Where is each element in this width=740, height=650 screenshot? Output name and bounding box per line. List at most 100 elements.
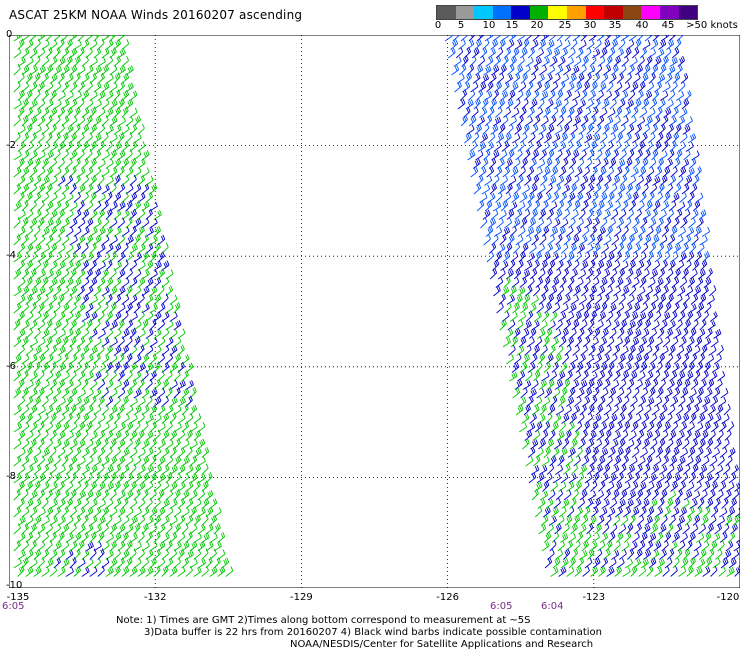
wind-barb <box>634 354 643 365</box>
note-line-3: NOAA/NESDIS/Center for Satellite Applica… <box>290 639 594 650</box>
wind-barb <box>145 277 154 288</box>
wind-barb <box>205 489 214 501</box>
wind-barb <box>565 141 574 152</box>
wind-barb <box>564 115 573 127</box>
wind-barb <box>113 72 121 84</box>
wind-barb <box>589 310 598 322</box>
wind-barb <box>595 490 605 501</box>
wind-barb <box>524 35 533 42</box>
wind-barb <box>601 413 610 424</box>
wind-barb <box>601 183 609 195</box>
wind-barb <box>21 557 29 569</box>
wind-barb <box>93 371 102 382</box>
wind-barb <box>17 430 26 441</box>
wind-barb <box>645 310 654 322</box>
wind-barb <box>548 35 557 42</box>
wind-barb <box>656 74 666 84</box>
wind-barb <box>589 455 598 467</box>
wind-barb <box>562 523 570 535</box>
wind-barb <box>727 531 736 543</box>
wind-barb <box>614 566 623 577</box>
wind-barb <box>615 132 624 144</box>
wind-barb <box>600 158 609 169</box>
wind-barb <box>488 242 497 254</box>
wind-barb <box>570 523 578 535</box>
wind-barb <box>609 498 618 509</box>
wind-barb <box>592 386 600 399</box>
wind-barb <box>557 226 566 237</box>
wind-barb <box>531 488 539 501</box>
wind-barb <box>525 456 534 467</box>
wind-barb <box>508 35 517 42</box>
wind-barb <box>559 447 568 458</box>
wind-barb <box>29 115 38 127</box>
wind-barb <box>690 523 699 535</box>
wind-barb <box>573 311 582 322</box>
wind-barb <box>217 566 226 577</box>
wind-barb <box>553 99 562 110</box>
wind-barb <box>574 421 583 433</box>
wind-barb <box>619 549 627 560</box>
wind-barb <box>646 336 655 348</box>
wind-barb <box>537 352 546 365</box>
wind-barb <box>109 455 118 467</box>
wind-barb <box>695 533 705 543</box>
wind-barb <box>702 566 711 577</box>
wind-barb <box>616 558 625 569</box>
wind-barb <box>97 447 106 458</box>
wind-barb <box>53 489 61 501</box>
wind-barb <box>528 72 537 84</box>
wind-barb <box>109 523 118 535</box>
wind-barb <box>578 354 586 365</box>
wind-barb <box>129 430 138 441</box>
wind-barb <box>596 35 605 42</box>
wind-barb <box>703 361 711 373</box>
wind-barb <box>25 72 33 84</box>
wind-barb <box>89 361 97 373</box>
wind-barb <box>73 106 81 118</box>
wind-barb <box>574 336 583 348</box>
wind-barb <box>499 149 508 161</box>
wind-barb <box>554 523 562 535</box>
wind-barb <box>482 38 490 50</box>
wind-barb <box>472 73 481 84</box>
wind-barb <box>37 200 45 212</box>
wind-barb <box>504 217 513 229</box>
wind-barb <box>609 98 617 110</box>
wind-barb <box>659 464 668 475</box>
wind-barb <box>556 175 565 186</box>
wind-barb <box>549 226 559 237</box>
wind-barb <box>149 353 158 365</box>
wind-barb <box>671 107 679 118</box>
wind-barb <box>121 549 130 560</box>
wind-barb <box>81 447 90 458</box>
wind-barb <box>181 404 189 416</box>
wind-barb <box>113 480 121 492</box>
wind-barb <box>125 65 134 76</box>
wind-barb <box>610 294 619 305</box>
wind-barb <box>559 48 568 59</box>
wind-barb <box>729 498 738 509</box>
wind-barb <box>17 516 26 526</box>
wind-barb <box>661 370 670 382</box>
wind-barb <box>45 150 54 161</box>
wind-barb <box>509 55 517 67</box>
wind-barb <box>81 396 90 407</box>
wind-barb <box>626 353 634 365</box>
wind-barb <box>545 99 554 110</box>
wind-barb <box>619 149 627 161</box>
wind-barb <box>664 217 672 229</box>
wind-barb <box>719 507 728 518</box>
wind-barb <box>550 81 559 93</box>
wind-barb <box>633 498 642 509</box>
wind-barb <box>637 226 646 237</box>
wind-barb <box>25 412 33 424</box>
wind-barb <box>109 149 117 161</box>
wind-barb <box>571 405 581 416</box>
wind-barb <box>695 447 704 458</box>
wind-barb <box>653 540 662 552</box>
wind-barb <box>552 218 561 229</box>
wind-barb <box>636 175 645 186</box>
wind-barb <box>541 541 550 552</box>
wind-barb <box>53 541 62 552</box>
